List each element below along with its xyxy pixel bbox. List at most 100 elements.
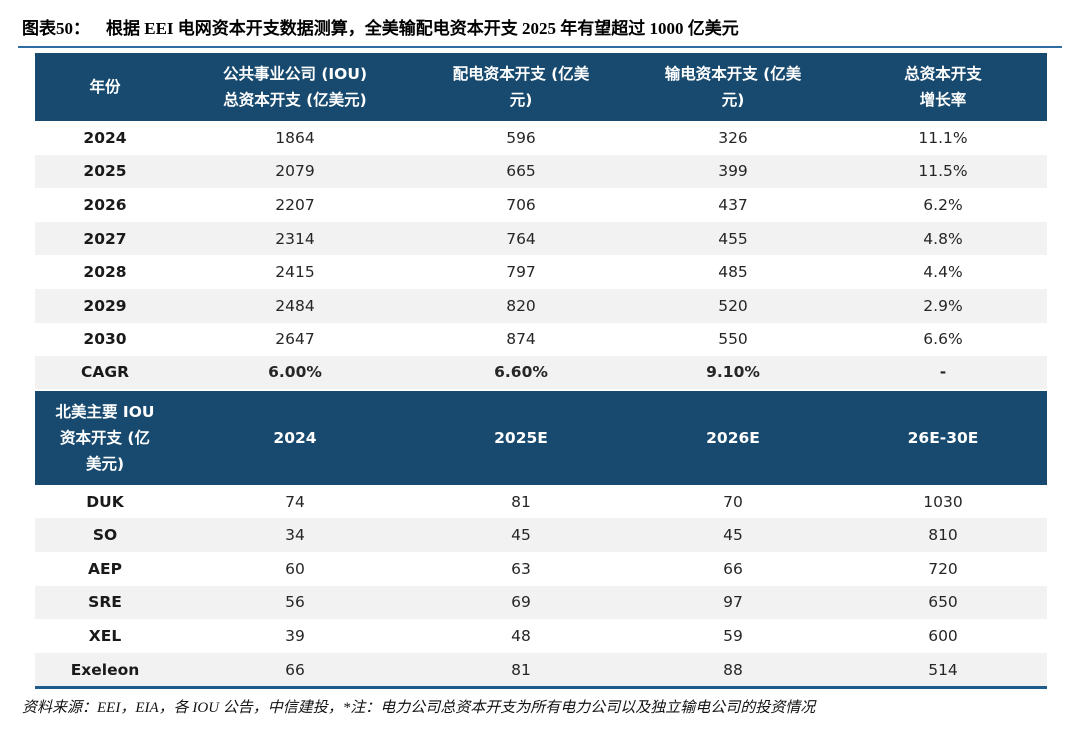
value-cell: 6.00% bbox=[175, 356, 415, 390]
column-header: 年份 bbox=[35, 51, 175, 121]
table-row: 2026 2207 706 437 6.2% bbox=[35, 188, 1047, 222]
table-row: SRE 56 69 97 650 bbox=[35, 585, 1047, 620]
row-label-cell: 2030 bbox=[83, 330, 127, 349]
row-label-cell: 2028 bbox=[83, 263, 127, 282]
value-cell: 810 bbox=[839, 518, 1047, 552]
value-cell: 11.5% bbox=[839, 154, 1047, 189]
value-cell: 59 bbox=[723, 626, 743, 645]
bottom-divider bbox=[35, 686, 1047, 690]
value-cell: 874 bbox=[506, 330, 536, 349]
column-header: 26E-30E bbox=[839, 388, 1047, 485]
value-cell: 66 bbox=[175, 652, 415, 687]
value-cell: 48 bbox=[511, 626, 531, 645]
title-divider bbox=[18, 46, 1062, 48]
value-cell: 764 bbox=[415, 221, 627, 256]
value-cell: 81 bbox=[415, 652, 627, 687]
table-row: 2029 2484 820 520 2.9% bbox=[35, 288, 1047, 323]
value-cell: 706 bbox=[506, 195, 536, 214]
value-cell: 550 bbox=[718, 330, 748, 349]
value-cell: 399 bbox=[627, 154, 839, 189]
value-cell: 600 bbox=[928, 626, 958, 645]
value-cell: 2.9% bbox=[839, 288, 1047, 323]
table-row: 2024 1864 596 326 11.1% bbox=[35, 121, 1047, 155]
value-cell: 11.1% bbox=[918, 128, 968, 147]
value-cell: 326 bbox=[718, 128, 748, 147]
value-cell: 665 bbox=[415, 154, 627, 189]
column-header: 公共事业公司 (IOU) 总资本开支 (亿美元) bbox=[175, 51, 415, 121]
value-cell: 2079 bbox=[175, 154, 415, 189]
value-cell: 2415 bbox=[275, 263, 315, 282]
table-row: CAGR 6.00% 6.60% 9.10% - bbox=[35, 356, 1047, 390]
table-row: AEP 60 63 66 720 bbox=[35, 552, 1047, 586]
value-cell: 6.6% bbox=[923, 330, 963, 349]
value-cell: 60 bbox=[285, 559, 305, 578]
value-cell: 97 bbox=[627, 585, 839, 620]
row-label-cell: Exeleon bbox=[35, 652, 175, 687]
value-cell: 4.8% bbox=[839, 221, 1047, 256]
table-row: 2030 2647 874 550 6.6% bbox=[35, 323, 1047, 357]
value-cell: 514 bbox=[839, 652, 1047, 687]
value-cell: 34 bbox=[175, 518, 415, 552]
column-header: 2025E bbox=[415, 388, 627, 485]
row-label-cell: 2024 bbox=[83, 128, 127, 147]
value-cell: 69 bbox=[415, 585, 627, 620]
value-cell: 820 bbox=[415, 288, 627, 323]
capex-table: 年份 公共事业公司 (IOU) 总资本开支 (亿美元) 配电资本开支 (亿美 元) 输电资… bbox=[35, 51, 1047, 687]
table-row: DUK 74 81 70 1030 bbox=[35, 485, 1047, 519]
row-label-cell: CAGR bbox=[35, 356, 175, 390]
value-cell: 596 bbox=[506, 128, 536, 147]
value-cell: 720 bbox=[928, 559, 958, 578]
value-cell: 437 bbox=[718, 195, 748, 214]
value-cell: 2207 bbox=[275, 195, 315, 214]
row-label-cell: DUK bbox=[86, 492, 124, 511]
value-cell: - bbox=[839, 356, 1047, 390]
value-cell: 63 bbox=[511, 559, 531, 578]
table-row: SO 34 45 45 810 bbox=[35, 518, 1047, 552]
row-label-cell: 2026 bbox=[83, 195, 127, 214]
value-cell: 2484 bbox=[175, 288, 415, 323]
row-label-cell: SO bbox=[35, 518, 175, 552]
value-cell: 88 bbox=[627, 652, 839, 687]
value-cell: 455 bbox=[627, 221, 839, 256]
figure-title: 根据 EEI 电网资本开支数据测算，全美输配电资本开支 2025 年有望超过 1… bbox=[106, 19, 739, 38]
value-cell: 4.4% bbox=[923, 263, 963, 282]
table-row: XEL 39 48 59 600 bbox=[35, 619, 1047, 653]
figure-container: 图表50： 根据 EEI 电网资本开支数据测算，全美输配电资本开支 2025 年有… bbox=[18, 14, 1062, 717]
value-cell: 1864 bbox=[275, 128, 315, 147]
value-cell: 6.60% bbox=[415, 356, 627, 390]
value-cell: 2314 bbox=[175, 221, 415, 256]
value-cell: 66 bbox=[723, 559, 743, 578]
us-grid-capex-header-row: 年份 公共事业公司 (IOU) 总资本开支 (亿美元) 配电资本开支 (亿美 元) 输电资… bbox=[35, 51, 1047, 121]
row-label-cell: XEL bbox=[88, 626, 122, 645]
column-header: 配电资本开支 (亿美 元) bbox=[415, 51, 627, 121]
capex-table-body: 年份 公共事业公司 (IOU) 总资本开支 (亿美元) 配电资本开支 (亿美 元) 输电资… bbox=[35, 51, 1047, 687]
table-row: 2025 2079 665 399 11.5% bbox=[35, 154, 1047, 189]
value-cell: 70 bbox=[723, 492, 743, 511]
value-cell: 81 bbox=[511, 492, 531, 511]
row-label-cell: AEP bbox=[88, 559, 122, 578]
source-note: 资料来源：EEI，EIA，各 IOU 公告，中信建投，*注：电力公司总资本开支为… bbox=[22, 700, 816, 717]
figure-caption: 图表50： 根据 EEI 电网资本开支数据测算，全美输配电资本开支 2025 年有… bbox=[18, 14, 1062, 39]
row-label-cell: 2025 bbox=[35, 154, 175, 189]
column-header: 输电资本开支 (亿美 元) bbox=[627, 51, 839, 121]
value-cell: 485 bbox=[718, 263, 748, 282]
column-header: 2026E bbox=[627, 388, 839, 485]
value-cell: 45 bbox=[627, 518, 839, 552]
value-cell: 797 bbox=[506, 263, 536, 282]
value-cell: 520 bbox=[627, 288, 839, 323]
column-header: 北美主要 IOU 资本开支 (亿 美元) bbox=[35, 388, 175, 485]
value-cell: 650 bbox=[839, 585, 1047, 620]
north-america-iou-capex-header-row: 北美主要 IOU 资本开支 (亿 美元) 2024 2025E 2026E 26E-30E bbox=[35, 388, 1047, 485]
value-cell: 45 bbox=[415, 518, 627, 552]
value-cell: 56 bbox=[175, 585, 415, 620]
column-header: 总资本开支 增长率 bbox=[839, 51, 1047, 121]
value-cell: 9.10% bbox=[627, 356, 839, 390]
value-cell: 1030 bbox=[923, 492, 963, 511]
figure-label: 图表50： bbox=[22, 19, 90, 38]
table-row: 2028 2415 797 485 4.4% bbox=[35, 255, 1047, 289]
table-row: Exeleon 66 81 88 514 bbox=[35, 652, 1047, 687]
value-cell: 2647 bbox=[275, 330, 315, 349]
value-cell: 39 bbox=[285, 626, 305, 645]
value-cell: 74 bbox=[285, 492, 305, 511]
table-row: 2027 2314 764 455 4.8% bbox=[35, 221, 1047, 256]
